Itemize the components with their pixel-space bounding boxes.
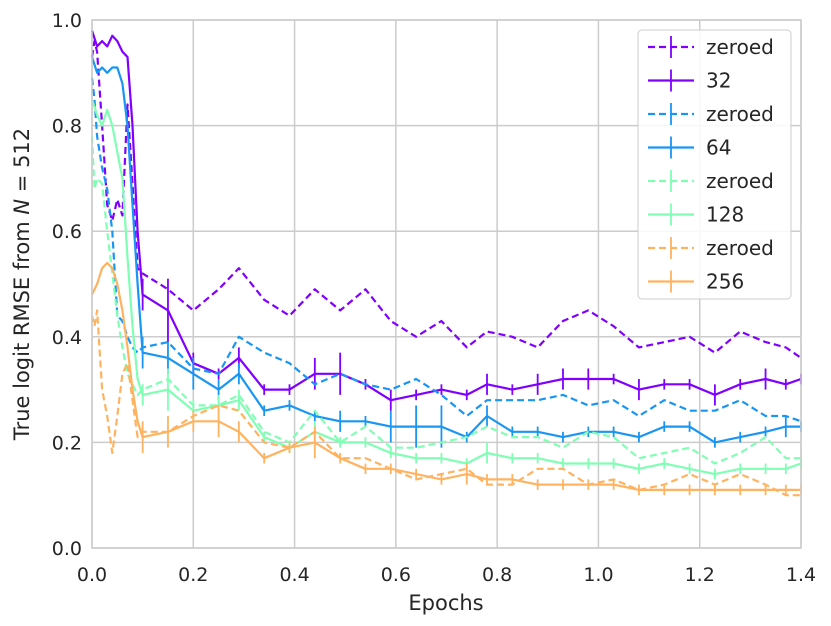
series-line <box>90 309 801 497</box>
legend-label: 128 <box>706 203 744 227</box>
series-line <box>90 98 802 476</box>
series-6 <box>90 309 801 497</box>
y-tick-label: 0.8 <box>52 116 82 138</box>
series-0 <box>90 39 802 359</box>
x-tick-label: 0.6 <box>381 564 411 586</box>
legend-label: 64 <box>706 136 731 160</box>
legend-label: zeroed <box>706 169 774 193</box>
series-3 <box>90 56 802 448</box>
y-tick-label: 1.0 <box>52 10 82 32</box>
y-axis-label-var: N <box>10 199 34 215</box>
legend-label: zeroed <box>706 236 774 260</box>
legend-frame <box>637 29 792 300</box>
x-tick-labels: 0.0 0.2 0.4 0.6 0.8 1.0 1.2 1.4 <box>77 564 816 586</box>
series-2 <box>90 77 802 423</box>
x-tick-label: 0.4 <box>279 564 309 586</box>
legend: zeroed 32 zeroed 64 zeroed 128 zeroed 256 <box>637 29 792 300</box>
y-tick-label: 0.0 <box>52 538 82 560</box>
series-7 <box>91 261 802 496</box>
series-4 <box>90 136 801 465</box>
y-axis-label: True logit RMSE from N = 512 <box>10 128 34 441</box>
x-tick-label: 0.0 <box>77 564 107 586</box>
series-layer <box>90 30 802 497</box>
x-tick-label: 0.2 <box>178 564 208 586</box>
legend-label: 32 <box>706 69 731 93</box>
series-line <box>91 261 801 491</box>
legend-label: zeroed <box>706 102 774 126</box>
series-line <box>90 39 802 359</box>
legend-label: zeroed <box>706 35 774 59</box>
x-tick-label: 1.4 <box>786 564 816 586</box>
series-line <box>90 136 801 465</box>
y-tick-label: 0.2 <box>52 432 82 454</box>
x-axis-label: Epochs <box>408 591 483 615</box>
y-axis-label-suffix: = 512 <box>10 128 34 199</box>
plot-frame <box>91 19 802 549</box>
y-tick-label: 0.6 <box>52 221 82 243</box>
legend-label: 256 <box>706 270 744 294</box>
y-tick-labels: 0.0 0.2 0.4 0.6 0.8 1.0 <box>52 10 82 560</box>
y-axis-label-prefix: True logit RMSE from <box>10 215 34 442</box>
y-tick-label: 0.4 <box>52 327 82 349</box>
x-tick-label: 0.8 <box>482 564 512 586</box>
series-line <box>90 77 802 423</box>
x-tick-label: 1.2 <box>685 564 715 586</box>
x-tick-label: 1.0 <box>583 564 613 586</box>
series-line <box>90 56 801 444</box>
